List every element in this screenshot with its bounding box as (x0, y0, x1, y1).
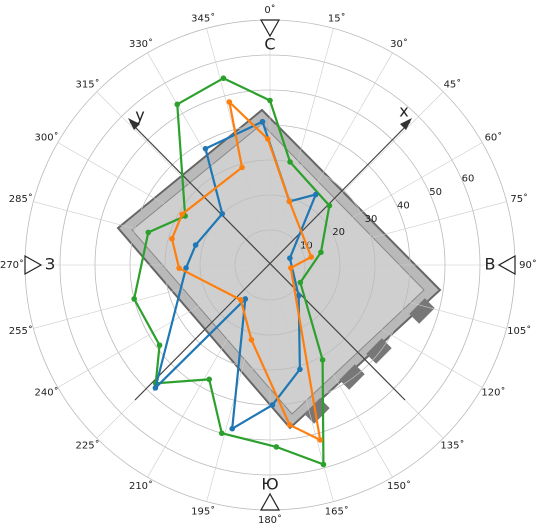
device-image (116, 108, 442, 430)
point (218, 430, 225, 437)
theta-tick-label: 45˚ (444, 79, 462, 91)
theta-tick-label: 135˚ (440, 439, 464, 451)
r-tick-label: 30 (365, 214, 378, 225)
point (229, 425, 236, 432)
theta-tick-label: 30˚ (390, 38, 408, 50)
point (169, 235, 175, 242)
point (237, 297, 244, 303)
compass-marker (259, 19, 281, 38)
series-layer (131, 75, 333, 468)
theta-tick-label: 270˚ (0, 259, 24, 271)
r-tick-label: 40 (397, 200, 410, 211)
theta-tick-label: 165˚ (325, 505, 349, 517)
point (242, 296, 249, 302)
point (192, 242, 199, 248)
series-line (132, 76, 331, 467)
spoke (57, 142, 271, 266)
point (287, 255, 293, 261)
point (267, 97, 273, 104)
theta-tick-label: 15˚ (328, 13, 346, 25)
point (286, 421, 293, 428)
compass-label: Ю (261, 475, 278, 494)
point (265, 136, 271, 142)
spoke (269, 28, 334, 266)
point (319, 357, 326, 363)
y-axis-label: y (135, 106, 144, 125)
compass-label: З (45, 255, 55, 274)
point (273, 444, 280, 450)
compass-label: С (264, 35, 275, 54)
theta-tick-label: 180˚ (258, 514, 282, 523)
point (269, 402, 276, 408)
body-axes: x y (128, 102, 412, 401)
point (152, 385, 159, 391)
point (320, 461, 327, 468)
point (131, 296, 137, 302)
theta-tick-label: 150˚ (387, 480, 411, 492)
point (297, 279, 304, 286)
compass-marker (259, 492, 281, 511)
r-tick-label: 60 (462, 174, 475, 185)
r-tick-label: 20 (332, 227, 345, 238)
point (183, 265, 189, 271)
spoke (269, 264, 507, 329)
point (287, 265, 294, 271)
theta-tick-label: 90˚ (519, 259, 537, 271)
theta-tick-label: 195˚ (191, 505, 215, 517)
series-line (170, 98, 322, 442)
theta-tick-label: 60˚ (485, 132, 503, 144)
spoke (33, 264, 271, 329)
point (202, 145, 209, 152)
point (219, 211, 226, 217)
spoke (269, 264, 483, 388)
spoke (269, 52, 393, 266)
spoke (33, 201, 271, 266)
point (287, 159, 293, 165)
point (297, 366, 303, 373)
theta-tick-label: 300˚ (35, 132, 59, 144)
spoke (147, 264, 271, 478)
r-tick-label: 50 (429, 187, 442, 198)
point (308, 254, 315, 260)
point (156, 342, 163, 349)
x-axis-label: x (399, 102, 408, 121)
theta-tick-label: 240˚ (35, 387, 59, 399)
point (318, 249, 324, 256)
theta-tick-label: 105˚ (507, 325, 531, 337)
theta-tick-label: 330˚ (129, 38, 153, 50)
compass-marker (497, 254, 516, 276)
compass-marker (24, 254, 43, 276)
point (259, 118, 266, 125)
theta-tick-label: 75˚ (510, 193, 528, 205)
point (295, 292, 302, 299)
point (312, 191, 319, 198)
point (174, 101, 181, 108)
theta-tick-label: 345˚ (191, 13, 215, 25)
point (145, 229, 152, 236)
theta-tick-label: 225˚ (76, 439, 100, 451)
point (220, 75, 227, 82)
compass-label: В (485, 255, 496, 274)
theta-tick-label: 120˚ (481, 387, 505, 399)
point (179, 211, 185, 218)
point (206, 376, 213, 383)
point (176, 265, 182, 271)
theta-tick-label: 255˚ (9, 325, 33, 337)
theta-tick-label: 285˚ (9, 193, 33, 205)
theta-tick-label: 315˚ (76, 79, 100, 91)
point (248, 336, 255, 343)
spoke (269, 264, 393, 478)
point (239, 164, 245, 171)
point (317, 437, 323, 443)
point (286, 198, 293, 205)
point (226, 99, 233, 105)
point (326, 202, 333, 209)
spoke (206, 264, 271, 502)
theta-tick-label: 0˚ (264, 4, 275, 16)
theta-tick-label: 210˚ (129, 480, 153, 492)
spoke (57, 264, 271, 388)
